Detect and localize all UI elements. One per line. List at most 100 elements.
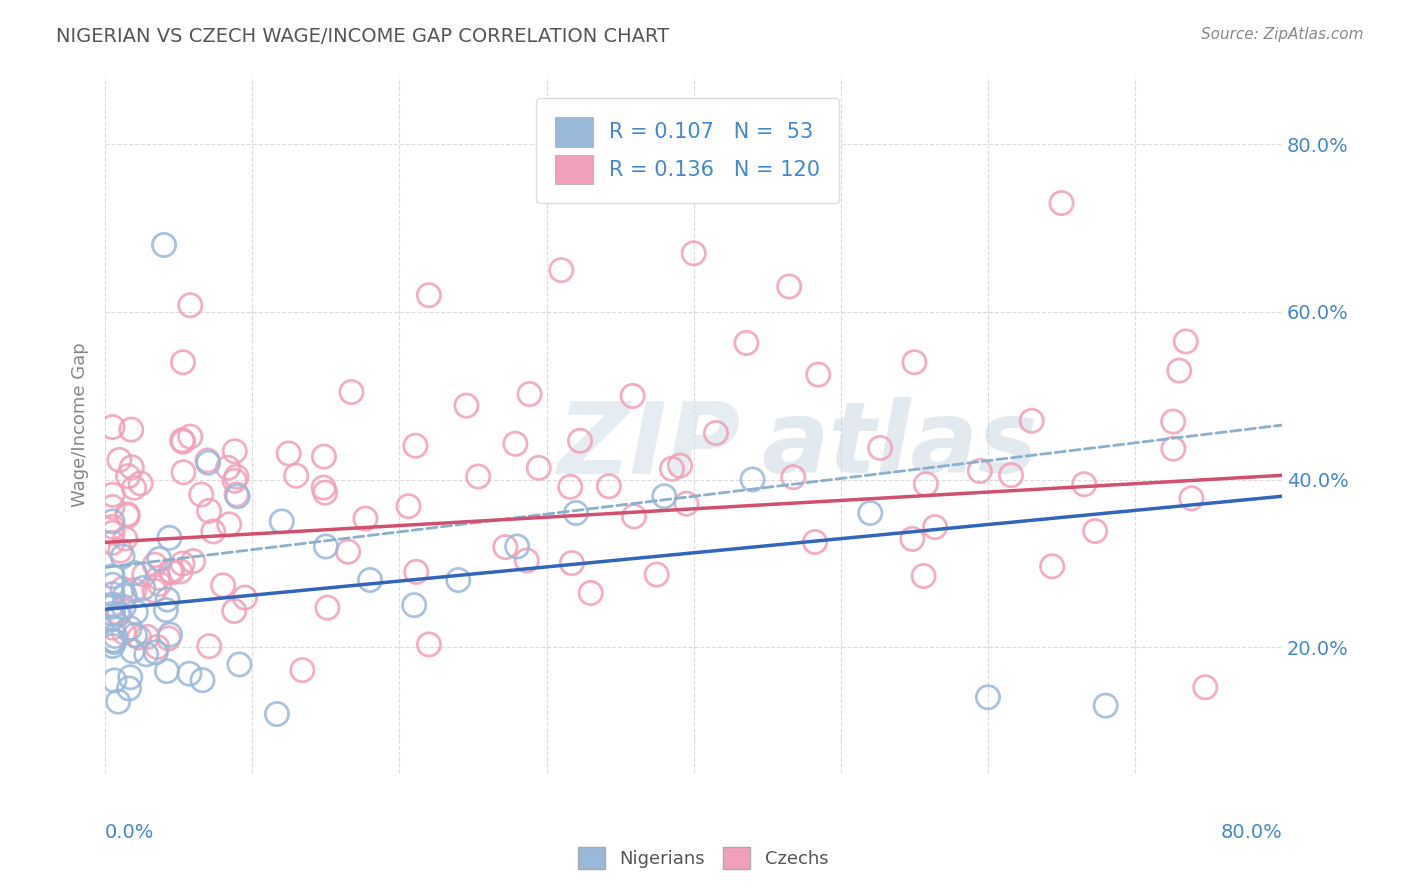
Point (148, 577, 170, 591)
Point (1194, 681, 1216, 695)
Point (277, 446, 299, 460)
Point (101, 515, 124, 529)
Point (652, 489, 675, 503)
Point (550, 263, 572, 277)
Point (159, 531, 181, 545)
Point (1021, 414, 1043, 428)
Point (901, 532, 924, 546)
Point (969, 464, 991, 478)
Point (103, 673, 125, 688)
Point (101, 535, 124, 549)
Point (101, 587, 124, 601)
Y-axis label: Wage/Income Gap: Wage/Income Gap (72, 343, 89, 508)
Point (122, 481, 145, 495)
Point (569, 434, 592, 448)
Point (197, 453, 219, 467)
Point (224, 604, 246, 618)
Text: atlas: atlas (762, 398, 1038, 494)
Text: NIGERIAN VS CZECH WAGE/INCOME GAP CORRELATION CHART: NIGERIAN VS CZECH WAGE/INCOME GAP CORREL… (56, 27, 669, 45)
Point (117, 508, 139, 523)
Point (181, 554, 204, 568)
Point (121, 644, 143, 658)
Point (519, 387, 541, 401)
Point (506, 540, 529, 554)
Point (101, 639, 124, 653)
Point (114, 532, 136, 546)
Point (103, 635, 125, 649)
Point (233, 591, 256, 605)
Point (467, 469, 489, 483)
Point (143, 583, 166, 598)
Point (101, 621, 124, 635)
Point (129, 476, 152, 491)
Point (118, 681, 141, 696)
Point (418, 288, 440, 302)
Point (118, 621, 141, 635)
Point (226, 489, 249, 503)
Point (735, 335, 758, 350)
Point (337, 545, 360, 559)
Point (807, 368, 830, 382)
Point (977, 690, 1000, 705)
Point (101, 633, 124, 648)
Text: Source: ZipAtlas.com: Source: ZipAtlas.com (1201, 27, 1364, 42)
Point (108, 453, 131, 467)
Point (1050, 196, 1073, 211)
Legend: Nigerians, Czechs: Nigerians, Czechs (569, 838, 837, 879)
Point (111, 549, 134, 564)
Point (1094, 698, 1116, 713)
Point (197, 456, 219, 470)
Point (354, 511, 377, 525)
Point (103, 633, 125, 648)
Point (101, 599, 124, 614)
Point (128, 631, 150, 645)
Point (741, 473, 763, 487)
Point (156, 592, 179, 607)
Point (101, 420, 124, 434)
Point (172, 434, 194, 449)
Point (228, 657, 250, 672)
Point (579, 586, 602, 600)
Point (198, 639, 221, 653)
Legend: R = 0.107   N =  53, R = 0.136   N = 120: R = 0.107 N = 53, R = 0.136 N = 120 (537, 98, 839, 203)
Point (285, 468, 308, 483)
Point (291, 663, 314, 677)
Point (915, 477, 938, 491)
Point (516, 553, 538, 567)
Point (101, 569, 124, 583)
Point (101, 488, 124, 502)
Point (804, 535, 827, 549)
Point (312, 481, 335, 495)
Point (153, 238, 176, 252)
Point (217, 460, 239, 475)
Point (111, 582, 134, 596)
Point (447, 573, 470, 587)
Point (107, 607, 129, 622)
Point (598, 479, 620, 493)
Point (159, 564, 181, 578)
Point (704, 425, 727, 440)
Point (314, 485, 336, 500)
Point (1163, 442, 1185, 456)
Point (148, 552, 170, 566)
Point (1000, 468, 1022, 483)
Point (224, 444, 246, 458)
Point (132, 581, 155, 595)
Point (112, 600, 135, 615)
Point (359, 573, 381, 587)
Point (1180, 491, 1202, 506)
Point (565, 506, 588, 520)
Point (1161, 415, 1184, 429)
Point (146, 640, 169, 654)
Point (145, 645, 167, 659)
Point (156, 664, 179, 678)
Point (675, 497, 697, 511)
Point (561, 556, 583, 570)
Point (621, 389, 644, 403)
Point (101, 607, 124, 621)
Point (148, 571, 170, 585)
Point (404, 439, 426, 453)
Point (924, 520, 946, 534)
Point (143, 558, 166, 572)
Point (198, 504, 221, 518)
